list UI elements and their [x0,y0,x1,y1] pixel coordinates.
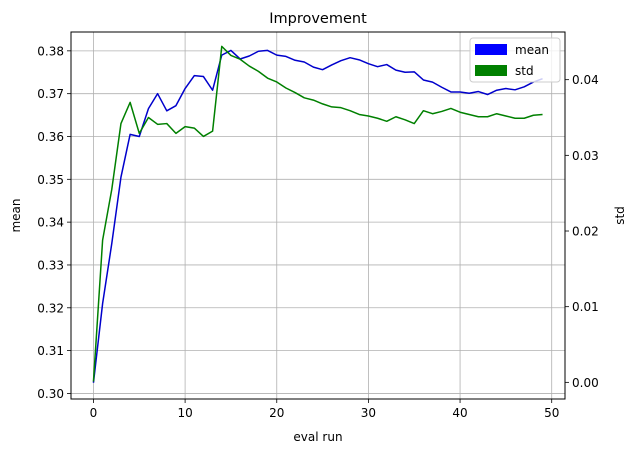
legend-swatch-mean [475,44,507,55]
y2-tick-label: 0.01 [572,300,599,314]
x-tick-label: 10 [177,406,192,420]
y-tick-label: 0.34 [37,216,64,230]
x-axis: 0 10 20 30 40 50 [90,399,559,420]
y-axis-right: 0.00 0.01 0.02 0.03 0.04 [565,73,599,390]
legend: mean std [469,37,561,83]
legend-label-std: std [515,64,534,78]
plot-frame [70,31,566,400]
y-axis-label: mean [9,198,23,232]
y-tick-label: 0.35 [37,173,64,187]
series-layer [92,45,543,383]
y-tick-label: 0.38 [37,44,64,58]
x-tick-label: 20 [269,406,284,420]
x-tick-label: 40 [452,406,467,420]
y2-tick-label: 0.02 [572,225,599,239]
y-tick-label: 0.36 [37,130,64,144]
chart-title: Improvement [269,11,367,27]
x-tick-label: 0 [90,406,98,420]
y-tick-label: 0.30 [37,387,64,401]
y2-tick-label: 0.04 [572,73,599,87]
y-tick-label: 0.37 [37,87,64,101]
legend-label-mean: mean [515,43,549,57]
y2-tick-label: 0.03 [572,149,599,163]
y2-tick-label: 0.00 [572,376,599,390]
y-tick-label: 0.32 [37,301,64,315]
x-axis-label: eval run [293,430,342,444]
y-tick-label: 0.33 [37,258,64,272]
series-line-std [92,45,543,382]
y-tick-label: 0.31 [37,344,64,358]
x-tick-label: 50 [544,406,559,420]
grid [71,32,565,399]
series-line-mean [92,49,543,383]
y-axis-left: 0.30 0.31 0.32 0.33 0.34 0.35 0.36 0.37 0.38 [37,44,71,401]
x-tick-label: 30 [361,406,376,420]
y2-axis-label: std [613,206,627,225]
legend-swatch-std [475,65,507,76]
